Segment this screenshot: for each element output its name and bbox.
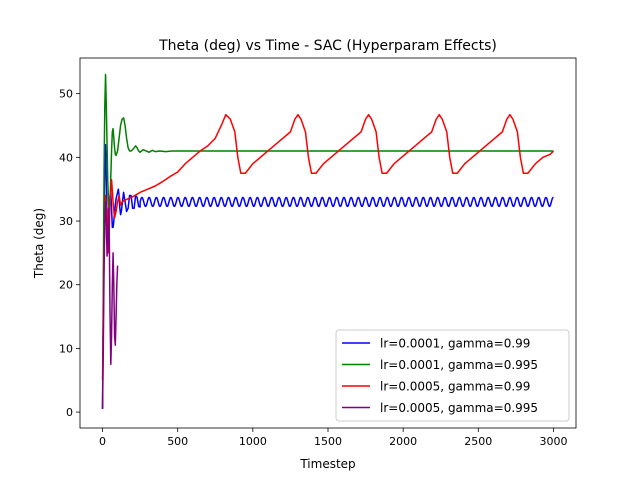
x-tick-label: 500 [167, 435, 188, 448]
y-tick-label: 20 [59, 279, 73, 292]
series-line-4 [101, 201, 119, 409]
legend-label-1: lr=0.0001, gamma=0.99 [380, 337, 530, 351]
series-line-2 [101, 73, 554, 409]
series-layer [101, 73, 554, 409]
x-tick-label: 0 [99, 435, 106, 448]
x-axis-label: Timestep [299, 457, 355, 471]
x-tick-label: 2500 [464, 435, 492, 448]
chart-title: Theta (deg) vs Time - SAC (Hyperparam Ef… [158, 38, 497, 54]
series-line-3 [101, 113, 554, 381]
y-axis-label: Theta (deg) [32, 208, 46, 279]
axes-layer: 0 500 1000 1500 2000 2500 3000 0 10 20 30 40 50 [59, 57, 577, 448]
legend-label-4: lr=0.0005, gamma=0.995 [380, 401, 538, 415]
x-tick-label: 3000 [539, 435, 567, 448]
legend: lr=0.0001, gamma=0.99 lr=0.0001, gamma=0.… [335, 329, 570, 422]
y-tick-label: 40 [59, 151, 73, 164]
legend-label-2: lr=0.0001, gamma=0.995 [380, 358, 538, 372]
x-tick-label: 1000 [239, 435, 267, 448]
y-tick-label: 30 [59, 215, 73, 228]
y-tick-label: 0 [66, 406, 73, 419]
series-line-1 [101, 143, 554, 409]
y-tick-label: 50 [59, 88, 73, 101]
x-tick-label: 2000 [389, 435, 417, 448]
y-tick-label: 10 [59, 342, 73, 355]
legend-box [335, 329, 570, 422]
x-tick-label: 1500 [314, 435, 342, 448]
legend-label-3: lr=0.0005, gamma=0.99 [380, 380, 530, 394]
